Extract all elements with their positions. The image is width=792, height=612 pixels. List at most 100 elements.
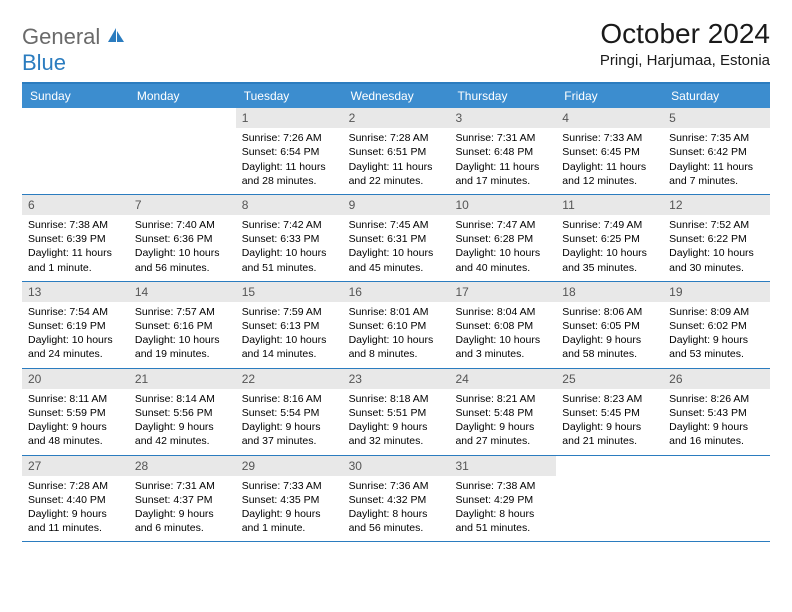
day-body: Sunrise: 7:28 AMSunset: 6:51 PMDaylight:… [343, 128, 450, 194]
sunset-text: Sunset: 6:33 PM [242, 232, 337, 246]
daylight-text: Daylight: 10 hours and 45 minutes. [349, 246, 444, 274]
day-number: 9 [343, 195, 450, 215]
day-body: Sunrise: 8:23 AMSunset: 5:45 PMDaylight:… [556, 389, 663, 455]
day-number: 15 [236, 282, 343, 302]
sunset-text: Sunset: 6:45 PM [562, 145, 657, 159]
week-row: 1Sunrise: 7:26 AMSunset: 6:54 PMDaylight… [22, 108, 770, 195]
week-row: 27Sunrise: 7:28 AMSunset: 4:40 PMDayligh… [22, 456, 770, 543]
day-body: Sunrise: 8:18 AMSunset: 5:51 PMDaylight:… [343, 389, 450, 455]
day-number: 4 [556, 108, 663, 128]
sunrise-text: Sunrise: 7:59 AM [242, 305, 337, 319]
day-cell: 10Sunrise: 7:47 AMSunset: 6:28 PMDayligh… [449, 195, 556, 281]
sunrise-text: Sunrise: 7:45 AM [349, 218, 444, 232]
sunset-text: Sunset: 5:51 PM [349, 406, 444, 420]
day-number: 30 [343, 456, 450, 476]
weeks-container: 1Sunrise: 7:26 AMSunset: 6:54 PMDaylight… [22, 108, 770, 542]
sunrise-text: Sunrise: 8:18 AM [349, 392, 444, 406]
day-number: 12 [663, 195, 770, 215]
sunset-text: Sunset: 4:37 PM [135, 493, 230, 507]
day-cell: 1Sunrise: 7:26 AMSunset: 6:54 PMDaylight… [236, 108, 343, 194]
day-number: 13 [22, 282, 129, 302]
day-header: Monday [129, 84, 236, 108]
daylight-text: Daylight: 10 hours and 56 minutes. [135, 246, 230, 274]
sunset-text: Sunset: 6:36 PM [135, 232, 230, 246]
sunset-text: Sunset: 4:40 PM [28, 493, 123, 507]
daylight-text: Daylight: 10 hours and 3 minutes. [455, 333, 550, 361]
day-cell: 7Sunrise: 7:40 AMSunset: 6:36 PMDaylight… [129, 195, 236, 281]
day-number: 14 [129, 282, 236, 302]
day-number: 10 [449, 195, 556, 215]
daylight-text: Daylight: 11 hours and 7 minutes. [669, 160, 764, 188]
day-cell: 8Sunrise: 7:42 AMSunset: 6:33 PMDaylight… [236, 195, 343, 281]
sunset-text: Sunset: 6:22 PM [669, 232, 764, 246]
day-header: Tuesday [236, 84, 343, 108]
day-header: Sunday [22, 84, 129, 108]
sunrise-text: Sunrise: 7:36 AM [349, 479, 444, 493]
month-title: October 2024 [600, 18, 770, 50]
day-cell: 15Sunrise: 7:59 AMSunset: 6:13 PMDayligh… [236, 282, 343, 368]
day-cell: 24Sunrise: 8:21 AMSunset: 5:48 PMDayligh… [449, 369, 556, 455]
sunset-text: Sunset: 6:16 PM [135, 319, 230, 333]
day-body: Sunrise: 7:49 AMSunset: 6:25 PMDaylight:… [556, 215, 663, 281]
sunset-text: Sunset: 6:19 PM [28, 319, 123, 333]
day-cell: 2Sunrise: 7:28 AMSunset: 6:51 PMDaylight… [343, 108, 450, 194]
sunrise-text: Sunrise: 8:26 AM [669, 392, 764, 406]
sunrise-text: Sunrise: 8:16 AM [242, 392, 337, 406]
daylight-text: Daylight: 11 hours and 1 minute. [28, 246, 123, 274]
day-body: Sunrise: 8:21 AMSunset: 5:48 PMDaylight:… [449, 389, 556, 455]
sunrise-text: Sunrise: 7:31 AM [455, 131, 550, 145]
day-body: Sunrise: 7:31 AMSunset: 4:37 PMDaylight:… [129, 476, 236, 542]
day-cell: 23Sunrise: 8:18 AMSunset: 5:51 PMDayligh… [343, 369, 450, 455]
logo-text: General Blue [22, 24, 126, 76]
day-number: 11 [556, 195, 663, 215]
day-number: 31 [449, 456, 556, 476]
day-body: Sunrise: 7:28 AMSunset: 4:40 PMDaylight:… [22, 476, 129, 542]
day-number: 5 [663, 108, 770, 128]
logo-text-1: General [22, 24, 100, 49]
day-cell: 27Sunrise: 7:28 AMSunset: 4:40 PMDayligh… [22, 456, 129, 542]
daylight-text: Daylight: 10 hours and 40 minutes. [455, 246, 550, 274]
sunrise-text: Sunrise: 8:14 AM [135, 392, 230, 406]
daylight-text: Daylight: 9 hours and 27 minutes. [455, 420, 550, 448]
day-body: Sunrise: 8:06 AMSunset: 6:05 PMDaylight:… [556, 302, 663, 368]
day-cell [22, 108, 129, 194]
sunset-text: Sunset: 5:43 PM [669, 406, 764, 420]
day-number: 21 [129, 369, 236, 389]
daylight-text: Daylight: 10 hours and 51 minutes. [242, 246, 337, 274]
daylight-text: Daylight: 8 hours and 51 minutes. [455, 507, 550, 535]
daylight-text: Daylight: 9 hours and 16 minutes. [669, 420, 764, 448]
day-header: Thursday [449, 84, 556, 108]
day-header: Saturday [663, 84, 770, 108]
title-block: October 2024 Pringi, Harjumaa, Estonia [600, 18, 770, 69]
sunrise-text: Sunrise: 7:28 AM [28, 479, 123, 493]
sunset-text: Sunset: 6:54 PM [242, 145, 337, 159]
sunrise-text: Sunrise: 8:06 AM [562, 305, 657, 319]
day-cell [556, 456, 663, 542]
day-cell: 12Sunrise: 7:52 AMSunset: 6:22 PMDayligh… [663, 195, 770, 281]
day-number: 6 [22, 195, 129, 215]
day-cell: 18Sunrise: 8:06 AMSunset: 6:05 PMDayligh… [556, 282, 663, 368]
daylight-text: Daylight: 9 hours and 11 minutes. [28, 507, 123, 535]
daylight-text: Daylight: 11 hours and 17 minutes. [455, 160, 550, 188]
day-body: Sunrise: 8:01 AMSunset: 6:10 PMDaylight:… [343, 302, 450, 368]
daylight-text: Daylight: 9 hours and 58 minutes. [562, 333, 657, 361]
day-number: 7 [129, 195, 236, 215]
daylight-text: Daylight: 10 hours and 14 minutes. [242, 333, 337, 361]
header: General Blue October 2024 Pringi, Harjum… [22, 18, 770, 76]
day-header-row: Sunday Monday Tuesday Wednesday Thursday… [22, 84, 770, 108]
daylight-text: Daylight: 10 hours and 35 minutes. [562, 246, 657, 274]
sunset-text: Sunset: 6:42 PM [669, 145, 764, 159]
day-number: 2 [343, 108, 450, 128]
daylight-text: Daylight: 9 hours and 37 minutes. [242, 420, 337, 448]
sunrise-text: Sunrise: 7:35 AM [669, 131, 764, 145]
day-body: Sunrise: 7:40 AMSunset: 6:36 PMDaylight:… [129, 215, 236, 281]
day-cell: 17Sunrise: 8:04 AMSunset: 6:08 PMDayligh… [449, 282, 556, 368]
day-number: 22 [236, 369, 343, 389]
sunset-text: Sunset: 6:48 PM [455, 145, 550, 159]
daylight-text: Daylight: 9 hours and 48 minutes. [28, 420, 123, 448]
sunrise-text: Sunrise: 7:33 AM [562, 131, 657, 145]
day-number: 20 [22, 369, 129, 389]
day-body: Sunrise: 7:31 AMSunset: 6:48 PMDaylight:… [449, 128, 556, 194]
day-cell: 5 Sunrise: 7:35 AMSunset: 6:42 PMDaylight… [663, 108, 770, 194]
day-number: 24 [449, 369, 556, 389]
